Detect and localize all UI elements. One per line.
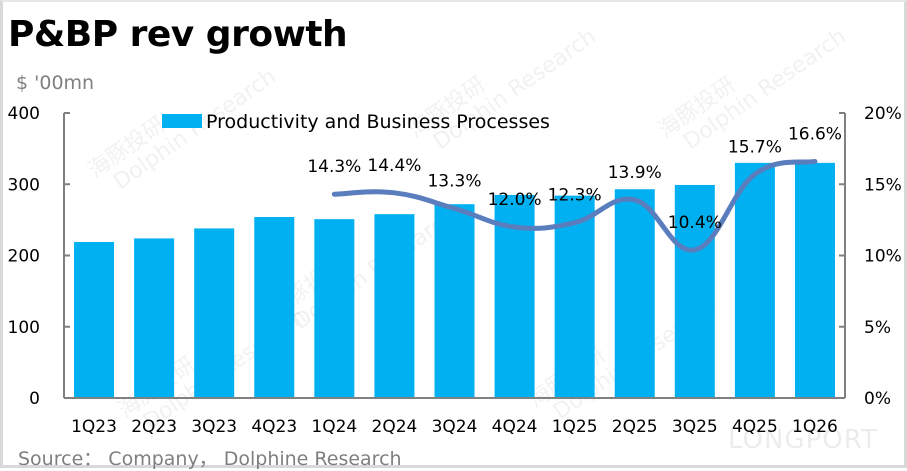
data-label-1Q26: 16.6% [788, 124, 842, 144]
x-tick-label: 1Q24 [311, 417, 357, 437]
x-tick-label: 1Q25 [552, 417, 598, 437]
bar-1Q24 [314, 219, 354, 398]
x-tick-label: 1Q23 [71, 417, 117, 437]
data-label-4Q24: 12.0% [488, 190, 542, 210]
bar-2Q23 [134, 238, 174, 398]
y2-tick-label: 15% [864, 175, 902, 195]
legend-label: Productivity and Business Processes [206, 111, 550, 133]
x-tick-label: 2Q24 [372, 417, 418, 437]
data-label-2Q25: 13.9% [608, 163, 662, 183]
bar-3Q24 [435, 204, 475, 398]
bar-2Q24 [374, 214, 414, 398]
x-tick-label: 1Q26 [792, 417, 838, 437]
x-tick-label: 4Q25 [732, 417, 778, 437]
x-tick-label: 3Q23 [191, 417, 237, 437]
x-tick-label: 3Q24 [432, 417, 478, 437]
bar-1Q23 [74, 242, 114, 398]
bar-4Q23 [254, 217, 294, 398]
y-tick-label: 200 [8, 247, 40, 267]
data-label-1Q25: 12.3% [548, 186, 602, 206]
data-label-3Q24: 13.3% [427, 171, 481, 191]
x-tick-label: 3Q25 [672, 417, 718, 437]
y2-tick-label: 0% [864, 389, 891, 409]
x-tick-label: 2Q23 [131, 417, 177, 437]
legend: Productivity and Business Processes [162, 111, 550, 133]
bar-4Q25 [735, 163, 775, 398]
x-tick-label: 2Q25 [612, 417, 658, 437]
x-tick-label: 4Q24 [492, 417, 538, 437]
data-label-4Q25: 15.7% [728, 137, 782, 157]
data-label-2Q24: 14.4% [367, 156, 421, 176]
data-label-3Q25: 10.4% [668, 213, 722, 233]
bar-1Q26 [795, 163, 835, 398]
source-note: Source： Company， Dolphine Research [18, 444, 402, 471]
bar-2Q25 [615, 189, 655, 398]
data-label-1Q24: 14.3% [307, 157, 361, 177]
legend-swatch [162, 114, 202, 128]
y-tick-label: 300 [8, 175, 40, 195]
y-tick-label: 100 [8, 318, 40, 338]
y-tick-label: 0 [29, 389, 40, 409]
y2-tick-label: 10% [864, 247, 902, 267]
y2-tick-label: 20% [864, 104, 902, 124]
bar-3Q23 [194, 228, 234, 398]
y-tick-label: 400 [8, 104, 40, 124]
x-tick-label: 4Q23 [251, 417, 297, 437]
y2-tick-label: 5% [864, 318, 891, 338]
